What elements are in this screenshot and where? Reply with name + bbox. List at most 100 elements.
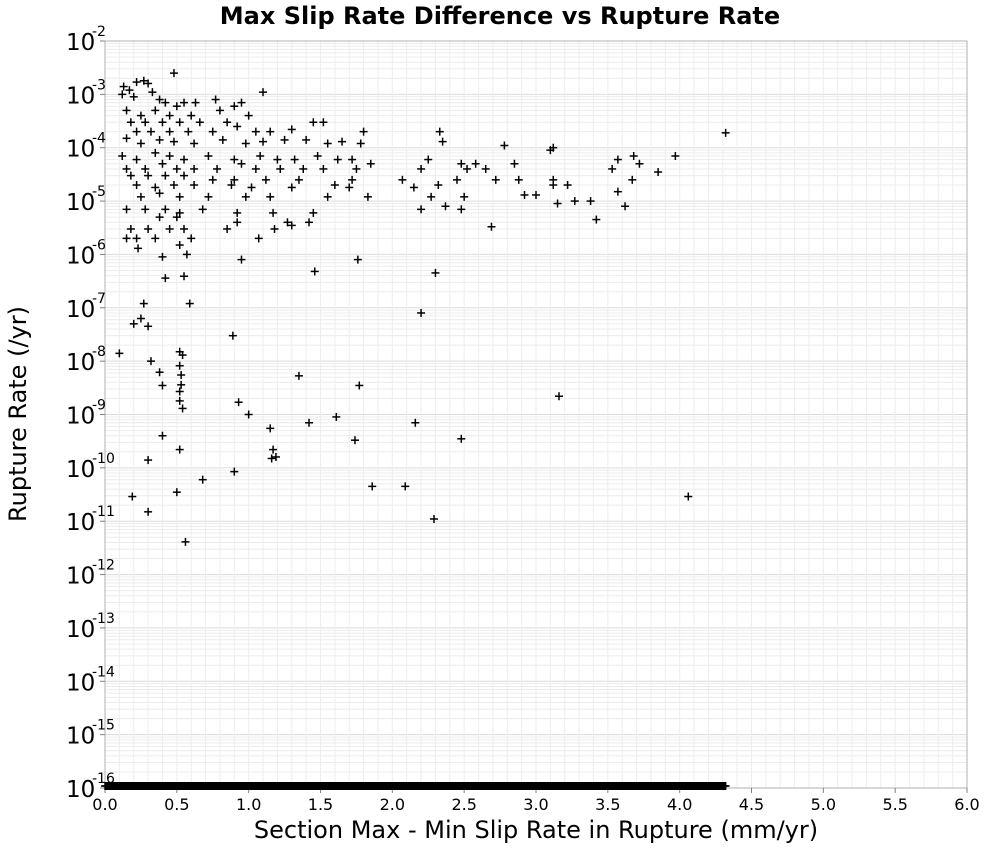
data-point [151, 183, 160, 192]
data-point [270, 224, 279, 233]
data-point [161, 205, 170, 214]
data-point [280, 135, 289, 144]
x-tick-label: 3.0 [523, 795, 548, 814]
data-point [144, 79, 153, 88]
x-tick-label: 4.0 [667, 795, 692, 814]
data-point [169, 69, 178, 78]
data-point [132, 234, 141, 243]
data-point [319, 164, 328, 173]
data-point [144, 456, 153, 465]
data-point [353, 255, 362, 264]
x-tick-label: 2.0 [380, 795, 405, 814]
data-point [366, 159, 375, 168]
data-point [621, 202, 630, 211]
data-point [155, 135, 164, 144]
data-point [118, 90, 127, 99]
y-tick-label-base: 10 [66, 297, 95, 323]
data-point [417, 308, 426, 317]
data-point [309, 208, 318, 217]
data-point [178, 404, 187, 413]
data-point [241, 139, 250, 148]
data-point [398, 175, 407, 184]
data-point [139, 76, 148, 85]
data-point [223, 118, 232, 127]
x-axis-label: Section Max - Min Slip Rate in Rupture (… [253, 816, 819, 844]
y-tick-label-base: 10 [66, 137, 95, 163]
data-point [259, 137, 268, 146]
y-axis-label: Rupture Rate (/yr) [4, 306, 32, 522]
data-point [628, 175, 637, 184]
data-point [359, 127, 368, 136]
data-point [146, 127, 155, 136]
data-point [198, 205, 207, 214]
data-point [350, 436, 359, 445]
y-tick-label-exponent: -8 [92, 344, 106, 360]
data-point [230, 467, 239, 476]
data-point [190, 164, 199, 173]
data-point [411, 418, 420, 427]
data-point [211, 95, 220, 104]
data-point [180, 171, 189, 180]
data-point [175, 241, 184, 250]
data-point [223, 224, 232, 233]
data-point [132, 127, 141, 136]
data-point [125, 86, 134, 95]
data-point [158, 159, 167, 168]
data-point [118, 151, 127, 160]
data-point [269, 208, 278, 217]
data-point [234, 398, 243, 407]
data-point [514, 175, 523, 184]
data-point [180, 272, 189, 281]
data-point [363, 192, 372, 201]
data-point [177, 380, 186, 389]
data-point [431, 268, 440, 277]
data-point [409, 183, 418, 192]
data-point [180, 98, 189, 107]
data-point [126, 171, 135, 180]
data-point [233, 218, 242, 227]
data-point [305, 418, 314, 427]
data-point [172, 488, 181, 497]
data-point [266, 424, 275, 433]
y-tick-label-base: 10 [66, 617, 95, 643]
data-point [177, 370, 186, 379]
data-point [136, 314, 145, 323]
data-point [244, 111, 253, 120]
data-point [348, 175, 357, 184]
data-point [151, 234, 160, 243]
data-point [424, 155, 433, 164]
data-point [213, 164, 222, 173]
data-point [305, 218, 314, 227]
data-point [144, 322, 153, 331]
data-point [190, 181, 199, 190]
data-point [500, 141, 509, 150]
data-point [671, 151, 680, 160]
grid-lines [104, 41, 968, 789]
y-tick-label-exponent: -15 [92, 718, 115, 734]
data-point [126, 224, 135, 233]
data-point [180, 155, 189, 164]
data-point [204, 192, 213, 201]
y-tick-label-base: 10 [66, 243, 95, 269]
data-point [233, 122, 242, 131]
data-point [345, 183, 354, 192]
data-point [417, 205, 426, 214]
y-tick-label-exponent: -6 [92, 237, 106, 253]
data-point [175, 208, 184, 217]
data-point [187, 111, 196, 120]
data-point [178, 351, 187, 360]
data-point [230, 102, 239, 111]
y-tick-label-exponent: -9 [92, 398, 106, 414]
data-point [132, 155, 141, 164]
data-point [429, 515, 438, 524]
data-point [608, 164, 617, 173]
data-point [122, 106, 131, 115]
data-point [151, 148, 160, 157]
data-point [629, 151, 638, 160]
data-point [228, 331, 237, 340]
data-point [417, 164, 426, 173]
data-point [510, 159, 519, 168]
data-point [294, 371, 303, 380]
data-point [355, 381, 364, 390]
data-point [180, 224, 189, 233]
